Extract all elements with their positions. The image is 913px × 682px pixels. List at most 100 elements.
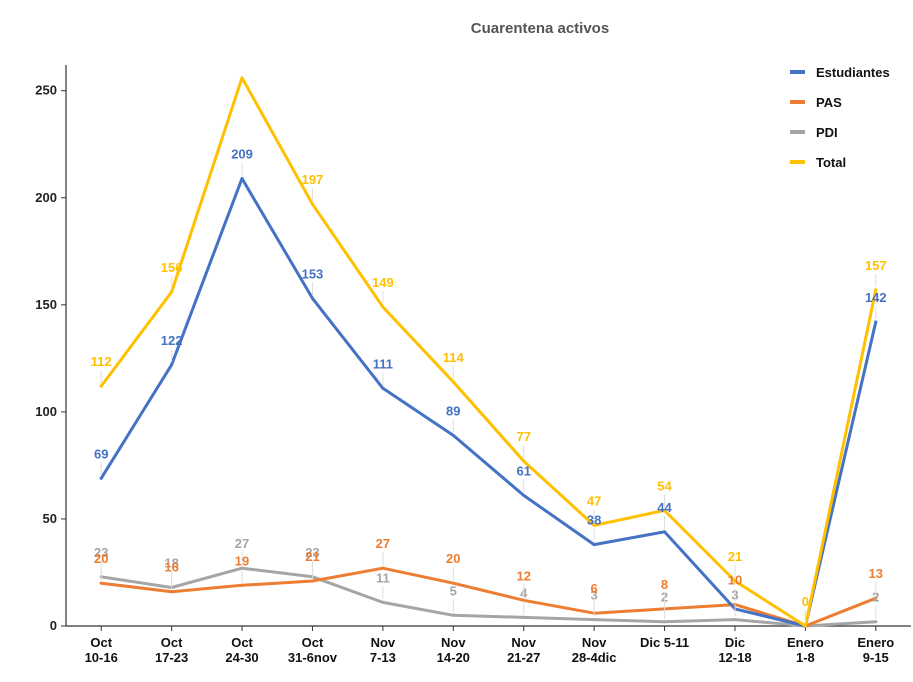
- data-point-pas: [381, 566, 385, 570]
- data-point-total: [381, 305, 385, 309]
- data-label-pas: 19: [235, 553, 249, 568]
- data-label-pdi: 27: [235, 536, 249, 551]
- x-tick-label-line: 1-8: [796, 650, 815, 665]
- x-tick-label-line: Oct: [302, 635, 324, 650]
- data-point-estudiantes: [99, 476, 103, 480]
- x-tick-label-line: Nov: [441, 635, 466, 650]
- data-label-total: 112: [91, 354, 112, 369]
- series-line-pas: [99, 566, 878, 628]
- x-tick-label: Enero 9-15: [857, 635, 894, 665]
- x-tick-label-line: 12-18: [718, 650, 751, 665]
- data-label-total: 21: [728, 549, 742, 564]
- data-label-estudiantes: 153: [302, 266, 324, 281]
- data-label-total: 77: [516, 429, 530, 444]
- data-label-pas: 8: [661, 577, 668, 592]
- data-label-pdi: 5: [450, 583, 457, 598]
- legend-label-estudiantes: Estudiantes: [816, 65, 890, 80]
- y-tick-label: 0: [50, 618, 57, 633]
- data-point-pas: [874, 596, 878, 600]
- data-label-total: 156: [161, 260, 183, 275]
- data-point-estudiantes: [170, 363, 174, 367]
- data-point-pas: [99, 581, 103, 585]
- data-point-total: [592, 523, 596, 527]
- data-point-total: [874, 288, 878, 292]
- data-label-estudiantes: 209: [231, 146, 253, 161]
- x-tick-label-line: 28-4dic: [572, 650, 617, 665]
- data-label-estudiantes: 111: [373, 356, 393, 371]
- data-labels: 2318272311543232201619212720126810136912…: [91, 146, 887, 623]
- data-point-estudiantes: [310, 296, 314, 300]
- series-line-total: [99, 76, 878, 628]
- x-tick-label: Oct 24-30: [225, 635, 258, 665]
- x-tick-label-line: Nov: [371, 635, 396, 650]
- data-point-total: [170, 290, 174, 294]
- x-tick-label-line: Oct: [161, 635, 183, 650]
- data-point-estudiantes: [522, 493, 526, 497]
- data-label-estudiantes: 69: [94, 446, 108, 461]
- x-tick-label-line: Oct: [90, 635, 112, 650]
- data-point-pas: [451, 581, 455, 585]
- data-point-pdi: [663, 620, 667, 624]
- data-label-total: 114: [443, 350, 465, 365]
- x-tick-label-line: Dic 5-11: [640, 635, 689, 650]
- x-tick-label: Nov 7-13: [370, 635, 396, 665]
- data-label-pas: 27: [376, 536, 390, 551]
- legend-label-pas: PAS: [816, 95, 842, 110]
- data-label-total: 149: [372, 275, 394, 290]
- x-tick-label: Dic 5-11: [640, 635, 689, 650]
- legend: Estudiantes PAS PDI Total: [790, 65, 890, 170]
- legend-label-pdi: PDI: [816, 125, 838, 140]
- data-label-estudiantes: 89: [446, 403, 460, 418]
- x-tick-label: Oct 31-6nov: [288, 635, 338, 665]
- data-label-estudiantes: 142: [865, 290, 887, 305]
- x-tick-label-line: Nov: [511, 635, 536, 650]
- data-label-total: 157: [865, 258, 887, 273]
- data-label-estudiantes: 61: [516, 463, 530, 478]
- x-tick-label-line: 31-6nov: [288, 650, 338, 665]
- data-point-total: [733, 579, 737, 583]
- data-label-estudiantes: 122: [161, 333, 183, 348]
- data-label-total: 54: [657, 478, 672, 493]
- data-point-estudiantes: [592, 543, 596, 547]
- x-tick-label: Enero 1-8: [787, 635, 824, 665]
- data-point-estudiantes: [451, 433, 455, 437]
- x-tick-label-line: Oct: [231, 635, 253, 650]
- data-label-pas: 10: [728, 573, 742, 588]
- data-label-pas: 13: [869, 566, 883, 581]
- chart-title: Cuarentena activos: [471, 20, 609, 37]
- x-tick-label: Nov 28-4dic: [572, 635, 617, 665]
- data-point-pas: [310, 579, 314, 583]
- x-tick-label-line: 7-13: [370, 650, 396, 665]
- data-point-pdi: [592, 618, 596, 622]
- x-tick-label: Dic 12-18: [718, 635, 751, 665]
- data-point-total: [451, 380, 455, 384]
- series-line-estudiantes: [99, 177, 878, 628]
- x-tick-label-line: Dic: [725, 635, 745, 650]
- data-label-total: 0: [802, 594, 809, 609]
- data-label-pdi: 23: [94, 545, 108, 560]
- data-label-pas: 6: [591, 581, 598, 596]
- data-point-pdi: [733, 618, 737, 622]
- x-tick-label-line: 10-16: [85, 650, 118, 665]
- data-point-estudiantes: [381, 386, 385, 390]
- y-tick-label: 250: [35, 83, 57, 98]
- x-tick-label: Oct 17-23: [155, 635, 188, 665]
- data-point-estudiantes: [240, 176, 244, 180]
- x-tick-label-line: Nov: [582, 635, 607, 650]
- data-label-pdi: 23: [305, 545, 319, 560]
- data-label-pas: 21: [305, 549, 319, 564]
- data-label-pdi: 11: [376, 570, 390, 585]
- data-label-pdi: 2: [872, 590, 879, 605]
- data-point-pdi: [522, 615, 526, 619]
- data-label-total: 197: [302, 172, 324, 187]
- legend-label-total: Total: [816, 155, 846, 170]
- y-tick-label: 200: [35, 190, 57, 205]
- data-label-total: 47: [587, 493, 601, 508]
- data-point-pdi: [240, 566, 244, 570]
- data-point-total: [803, 624, 807, 628]
- x-tick-label-line: 24-30: [225, 650, 258, 665]
- x-tick-label-line: 14-20: [437, 650, 470, 665]
- series-line-pdi: [99, 566, 878, 628]
- data-point-estudiantes: [663, 530, 667, 534]
